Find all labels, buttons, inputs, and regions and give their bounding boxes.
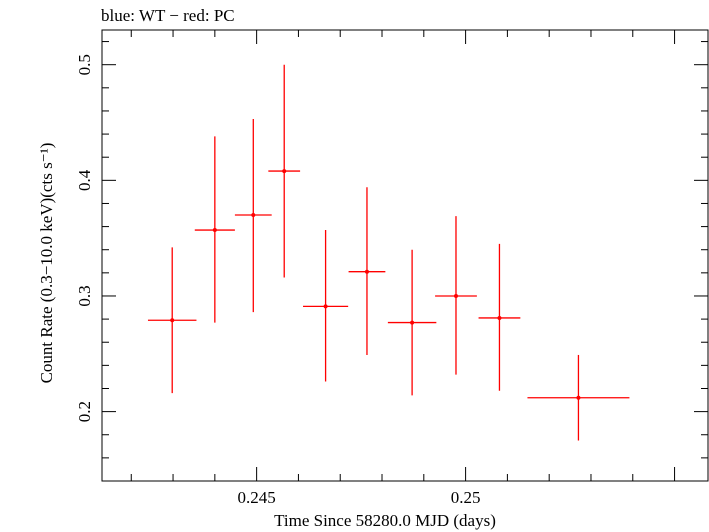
data-point <box>576 395 581 400</box>
data-point <box>251 213 256 218</box>
data-marks <box>147 64 630 441</box>
chart-title: blue: WT − red: PC <box>101 6 235 25</box>
y-axis-label: Count Rate (0.3−10.0 keV)(cts s⁻¹) <box>37 143 56 384</box>
data-point <box>453 293 458 298</box>
y-tick-label: 0.4 <box>75 169 94 191</box>
x-tick-label: 0.245 <box>238 488 276 507</box>
data-point <box>410 320 415 325</box>
data-point <box>364 269 369 274</box>
y-tick-label: 0.5 <box>75 54 94 75</box>
x-tick-label: 0.25 <box>451 488 481 507</box>
axis-tick-labels: 0.245 0.25 0.2 0.3 0.4 0.5 <box>75 54 480 507</box>
axis-ticks <box>102 30 708 481</box>
data-point <box>497 315 502 320</box>
data-point <box>282 169 287 174</box>
x-axis-label: Time Since 58280.0 MJD (days) <box>274 511 496 530</box>
data-point <box>212 228 217 233</box>
y-tick-label: 0.2 <box>75 401 94 422</box>
y-tick-label: 0.3 <box>75 285 94 306</box>
data-point <box>170 318 175 323</box>
data-point <box>323 304 328 309</box>
plot-frame <box>101 29 709 482</box>
